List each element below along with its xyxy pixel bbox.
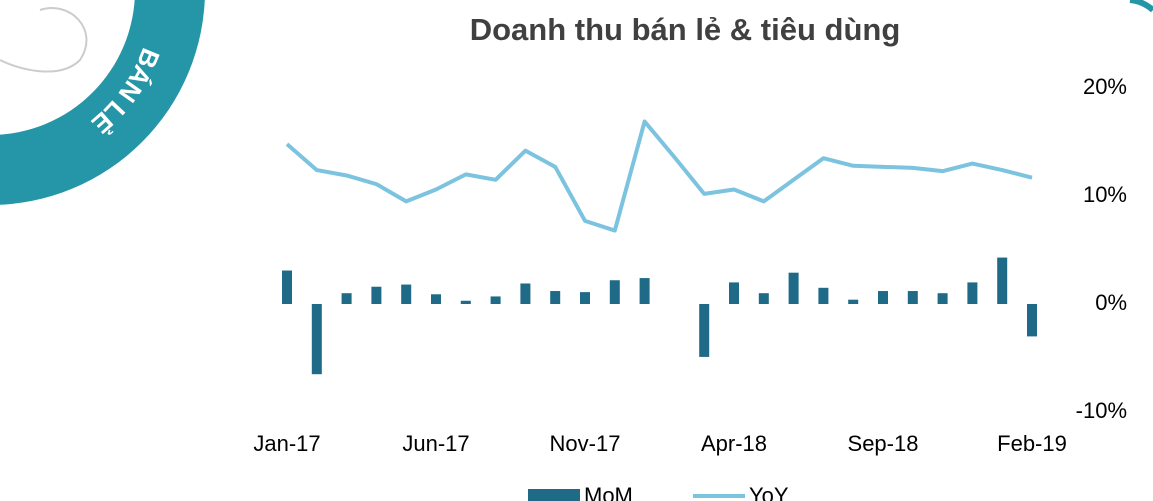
bar [341, 293, 352, 304]
bar [311, 304, 322, 375]
line [285, 119, 1033, 233]
x-tick-label: Feb-19 [997, 431, 1067, 456]
y-tick-label: 10% [1083, 182, 1127, 207]
bar [282, 270, 292, 304]
bar [520, 283, 531, 304]
legend-label: MoM [584, 483, 633, 501]
bar [758, 293, 769, 304]
legend-swatch [528, 489, 580, 501]
bar [907, 291, 918, 304]
x-tick-label: Jun-17 [402, 431, 469, 456]
x-tick-label: Apr-18 [701, 431, 767, 456]
x-tick-label: Nov-17 [550, 431, 621, 456]
x-tick-label: Sep-18 [848, 431, 919, 456]
bar [729, 282, 739, 304]
bar [639, 278, 650, 304]
bar [550, 291, 561, 304]
y-tick-label: -10% [1076, 398, 1127, 423]
bar [848, 299, 859, 304]
bar [401, 284, 412, 304]
bar [699, 304, 710, 357]
bar [580, 292, 590, 304]
y-tick-label: 0% [1095, 290, 1127, 315]
bar [431, 294, 441, 304]
bar [609, 280, 620, 304]
bar [937, 293, 948, 304]
x-tick-label: Jan-17 [253, 431, 320, 456]
chart-title: Doanh thu bán lẻ & tiêu dùng [470, 12, 901, 47]
bar [371, 286, 382, 304]
corner-deco [1129, 0, 1153, 13]
bar [818, 287, 829, 304]
bar [460, 300, 471, 304]
bar [788, 272, 799, 304]
bar [1027, 304, 1037, 337]
badge-sketch [0, 7, 88, 73]
bar [997, 257, 1008, 304]
bar [490, 296, 501, 304]
legend-label: YoY [749, 483, 789, 501]
y-tick-label: 20% [1083, 74, 1127, 99]
bar [878, 291, 888, 304]
bar [967, 282, 978, 304]
